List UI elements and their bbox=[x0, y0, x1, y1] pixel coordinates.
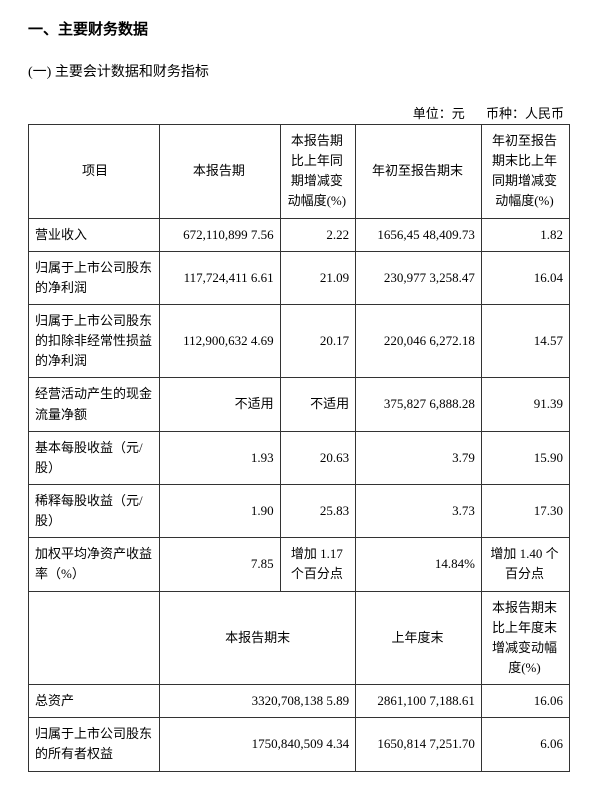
row-value: 16.04 bbox=[481, 251, 569, 304]
row-value: 672,110,899 7.56 bbox=[160, 218, 281, 251]
row-name: 稀释每股收益（元/股） bbox=[29, 484, 160, 537]
row-value: 230,977 3,258.47 bbox=[356, 251, 482, 304]
table-row: 归属于上市公司股东的净利润 117,724,411 6.61 21.09 230… bbox=[29, 251, 570, 304]
row-name: 归属于上市公司股东的净利润 bbox=[29, 251, 160, 304]
header2-change: 本报告期末比上年度末增减变动幅度(%) bbox=[481, 591, 569, 685]
row-name: 基本每股收益（元/股） bbox=[29, 431, 160, 484]
table-row: 营业收入 672,110,899 7.56 2.22 1656,45 48,40… bbox=[29, 218, 570, 251]
row-value: 1750,840,509 4.34 bbox=[160, 718, 356, 771]
row-value: 不适用 bbox=[160, 378, 281, 431]
table-header-row-2: 本报告期末 上年度末 本报告期末比上年度末增减变动幅度(%) bbox=[29, 591, 570, 685]
header-change-period: 本报告期比上年同期增减变动幅度(%) bbox=[280, 125, 355, 219]
row-value: 6.06 bbox=[481, 718, 569, 771]
header2-period-end: 本报告期末 bbox=[160, 591, 356, 685]
subsection-title: (一) 主要会计数据和财务指标 bbox=[28, 61, 570, 81]
header-change-ytd: 年初至报告期末比上年同期增减变动幅度(%) bbox=[481, 125, 569, 219]
finance-table: 项目 本报告期 本报告期比上年同期增减变动幅度(%) 年初至报告期末 年初至报告… bbox=[28, 124, 570, 772]
section-title: 一、主要财务数据 bbox=[28, 18, 570, 39]
row-value: 14.57 bbox=[481, 304, 569, 377]
row-value: 20.17 bbox=[280, 304, 355, 377]
row-value: 3.73 bbox=[356, 484, 482, 537]
table-row: 经营活动产生的现金流量净额 不适用 不适用 375,827 6,888.28 9… bbox=[29, 378, 570, 431]
row-value: 1.90 bbox=[160, 484, 281, 537]
table-row: 稀释每股收益（元/股） 1.90 25.83 3.73 17.30 bbox=[29, 484, 570, 537]
row-value: 1.93 bbox=[160, 431, 281, 484]
row-name: 归属于上市公司股东的扣除非经常性损益的净利润 bbox=[29, 304, 160, 377]
row-value: 1650,814 7,251.70 bbox=[356, 718, 482, 771]
row-value: 14.84% bbox=[356, 538, 482, 591]
unit-label: 单位：元 bbox=[413, 106, 465, 121]
header-item: 项目 bbox=[29, 125, 160, 219]
row-value: 2861,100 7,188.61 bbox=[356, 685, 482, 718]
row-value: 增加 1.17个百分点 bbox=[280, 538, 355, 591]
row-value: 3.79 bbox=[356, 431, 482, 484]
row-value: 21.09 bbox=[280, 251, 355, 304]
row-value: 1.82 bbox=[481, 218, 569, 251]
row-value: 91.39 bbox=[481, 378, 569, 431]
header-period: 本报告期 bbox=[160, 125, 281, 219]
table-row: 基本每股收益（元/股） 1.93 20.63 3.79 15.90 bbox=[29, 431, 570, 484]
row-value: 2.22 bbox=[280, 218, 355, 251]
row-value: 25.83 bbox=[280, 484, 355, 537]
row-value: 117,724,411 6.61 bbox=[160, 251, 281, 304]
header-ytd: 年初至报告期末 bbox=[356, 125, 482, 219]
row-value: 增加 1.40 个百分点 bbox=[481, 538, 569, 591]
unit-row: 单位：元 币种：人民币 bbox=[28, 103, 570, 122]
row-value: 15.90 bbox=[481, 431, 569, 484]
row-value: 20.63 bbox=[280, 431, 355, 484]
row-value: 17.30 bbox=[481, 484, 569, 537]
currency-label: 币种：人民币 bbox=[486, 106, 564, 121]
row-value: 1656,45 48,409.73 bbox=[356, 218, 482, 251]
row-name: 经营活动产生的现金流量净额 bbox=[29, 378, 160, 431]
row-name: 营业收入 bbox=[29, 218, 160, 251]
header2-blank bbox=[29, 591, 160, 685]
row-value: 不适用 bbox=[280, 378, 355, 431]
table-row: 加权平均净资产收益率（%） 7.85 增加 1.17个百分点 14.84% 增加… bbox=[29, 538, 570, 591]
table-header-row: 项目 本报告期 本报告期比上年同期增减变动幅度(%) 年初至报告期末 年初至报告… bbox=[29, 125, 570, 219]
row-value: 220,046 6,272.18 bbox=[356, 304, 482, 377]
row-name: 归属于上市公司股东的所有者权益 bbox=[29, 718, 160, 771]
row-value: 16.06 bbox=[481, 685, 569, 718]
row-value: 3320,708,138 5.89 bbox=[160, 685, 356, 718]
table-row: 总资产 3320,708,138 5.89 2861,100 7,188.61 … bbox=[29, 685, 570, 718]
row-value: 112,900,632 4.69 bbox=[160, 304, 281, 377]
row-value: 7.85 bbox=[160, 538, 281, 591]
table-row: 归属于上市公司股东的所有者权益 1750,840,509 4.34 1650,8… bbox=[29, 718, 570, 771]
row-value: 375,827 6,888.28 bbox=[356, 378, 482, 431]
table-row: 归属于上市公司股东的扣除非经常性损益的净利润 112,900,632 4.69 … bbox=[29, 304, 570, 377]
row-name: 总资产 bbox=[29, 685, 160, 718]
row-name: 加权平均净资产收益率（%） bbox=[29, 538, 160, 591]
header2-last-year-end: 上年度末 bbox=[356, 591, 482, 685]
